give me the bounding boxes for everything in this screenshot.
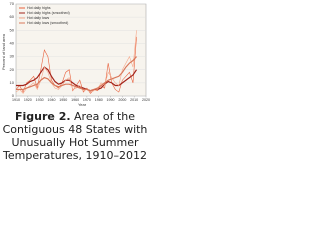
- y-tick-label: 70: [10, 1, 15, 6]
- x-tick-label: 1940: [47, 98, 55, 102]
- x-tick-label: 1920: [24, 98, 32, 102]
- y-tick-label: 0: [12, 93, 15, 98]
- x-axis-label: Year: [78, 102, 87, 107]
- x-tick-label: 2020: [142, 98, 150, 102]
- caption-text: Area of the Contiguous 48 States with Un…: [2, 110, 148, 162]
- x-tick-label: 1930: [36, 98, 44, 102]
- x-tick-label: 1950: [59, 98, 67, 102]
- y-tick-label: 40: [10, 40, 15, 45]
- chart: Percent of land area Year 0 10 20 30 40 50 60 7…: [1, 1, 150, 107]
- x-tick-label: 1960: [71, 98, 79, 102]
- series-line: [15, 30, 137, 94]
- page: Percent of land area Year 0 10 20 30 40 50 60 7…: [0, 0, 150, 178]
- series-line: [16, 66, 138, 92]
- x-tick-label: 1910: [12, 98, 20, 102]
- legend-label: Hot daily highs (smoothed): [27, 11, 70, 15]
- legend-label: Hot daily lows (smoothed): [27, 21, 68, 25]
- x-tick-label: 1970: [83, 98, 91, 102]
- x-tick-label: 1980: [95, 98, 103, 102]
- series-line: [16, 56, 137, 92]
- y-tick-label: 60: [10, 14, 15, 19]
- y-tick-label: 30: [10, 54, 15, 59]
- x-tick-label: 2010: [130, 98, 138, 102]
- y-axis-label: Percent of land area: [1, 33, 6, 70]
- legend-label: Hot daily lows: [27, 16, 49, 20]
- legend-label: Hot daily highs: [27, 6, 51, 10]
- y-tick-label: 20: [10, 67, 15, 72]
- y-tick-label: 50: [10, 27, 15, 32]
- y-tick-label: 10: [10, 80, 15, 85]
- caption: Figure 2. Area of the Contiguous 48 Stat…: [0, 110, 150, 162]
- x-tick-label: 1990: [107, 98, 115, 102]
- caption-label: Figure 2.: [14, 110, 71, 123]
- x-tick-label: 2000: [118, 98, 126, 102]
